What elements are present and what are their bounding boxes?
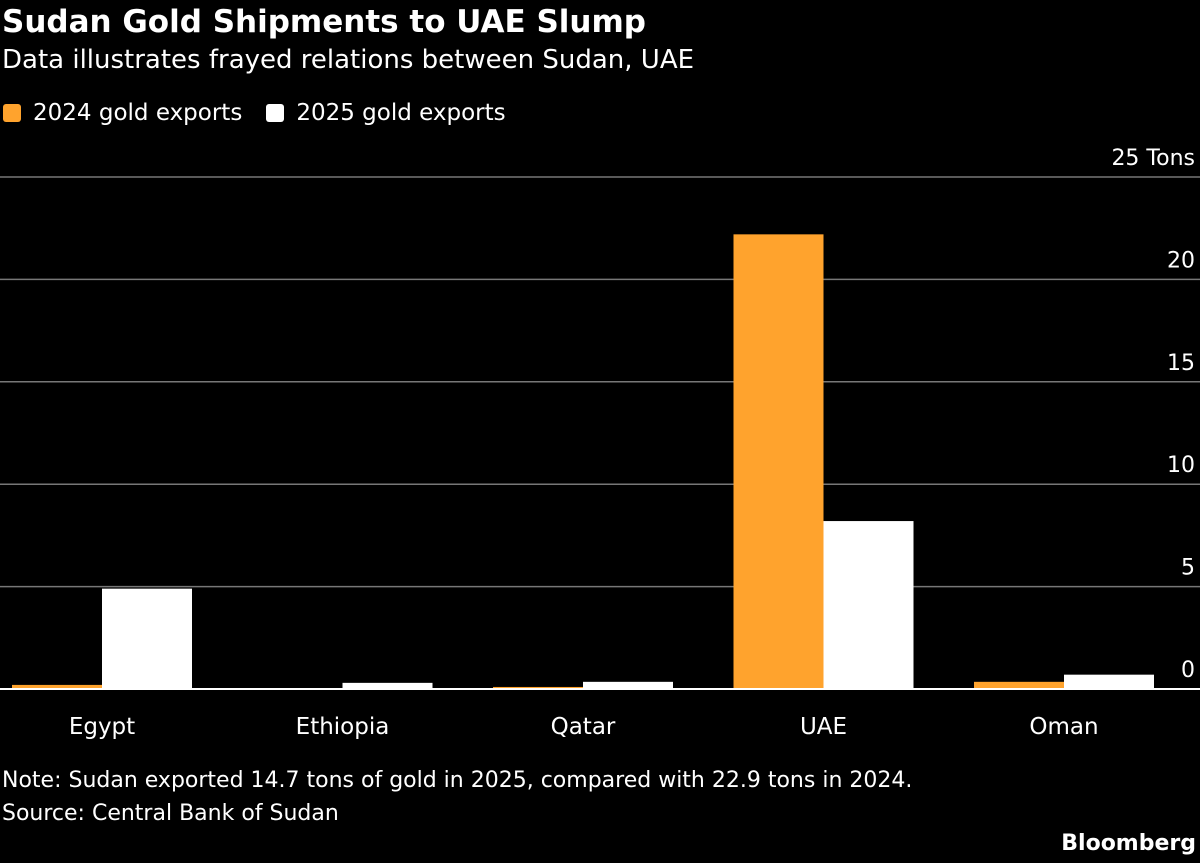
bar-uae-2024 (733, 234, 824, 689)
legend-item-2024: 2024 gold exports (3, 97, 242, 129)
y-tick-label-0: 0 (1181, 658, 1195, 683)
x-tick-label-oman: Oman (1029, 714, 1098, 740)
legend-label-2025: 2025 gold exports (296, 100, 506, 126)
legend-swatch-2024 (3, 104, 21, 122)
legend: 2024 gold exports 2025 gold exports (3, 97, 530, 129)
bar-egypt-2025 (102, 588, 192, 689)
chart-title: Sudan Gold Shipments to UAE Slump (2, 4, 646, 40)
bar-egypt-2024 (12, 684, 102, 689)
x-tick-label-qatar: Qatar (551, 714, 616, 740)
x-tick-label-egypt: Egypt (69, 714, 135, 740)
legend-swatch-2025 (266, 104, 285, 122)
y-tick-label-5: 5 (1181, 556, 1195, 581)
legend-label-2024: 2024 gold exports (33, 100, 243, 126)
y-tick-label-15: 15 (1167, 351, 1195, 376)
bar-uae-2025 (823, 521, 914, 689)
y-tick-label-25: 25 Tons (1111, 146, 1195, 171)
legend-item-2025: 2025 gold exports (266, 97, 506, 129)
bar-ethiopia-2025 (342, 682, 433, 689)
chart-note: Note: Sudan exported 14.7 tons of gold i… (2, 768, 913, 793)
bar-qatar-2024 (493, 686, 583, 689)
y-tick-label-20: 20 (1167, 248, 1195, 273)
chart-subtitle: Data illustrates frayed relations betwee… (2, 45, 695, 75)
y-tick-label-10: 10 (1167, 453, 1195, 478)
bar-qatar-2025 (583, 681, 673, 689)
x-tick-label-uae: UAE (800, 714, 847, 740)
bloomberg-logo: Bloomberg (1061, 831, 1196, 856)
bar-oman-2025 (1064, 674, 1154, 689)
x-tick-label-ethiopia: Ethiopia (296, 714, 390, 740)
chart-source: Source: Central Bank of Sudan (2, 801, 339, 826)
bar-chart: 0 5 10 15 20 25 Tons Egypt Ethiopia Qatar UAE Oman (0, 146, 1200, 740)
bar-oman-2024 (974, 681, 1064, 689)
